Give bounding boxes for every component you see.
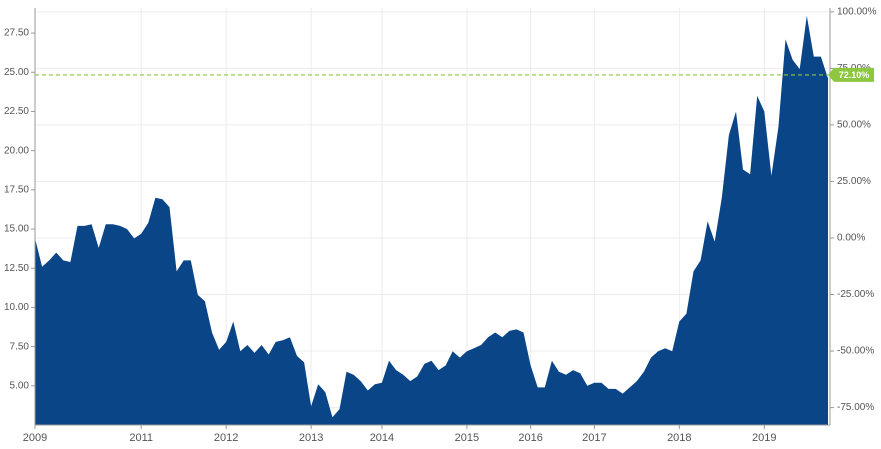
y2-tick-label: 0.00% [837, 233, 865, 244]
y2-tick-label: 100.00% [837, 6, 877, 17]
y-tick-label: 20.00 [4, 145, 29, 156]
x-tick-label: 2015 [455, 432, 479, 444]
x-tick-label: 2019 [752, 432, 776, 444]
reference-label: 72.10% [839, 70, 870, 80]
x-tick-label: 2017 [582, 432, 606, 444]
y2-tick-label: 25.00% [837, 176, 871, 187]
x-tick-label: 2011 [129, 432, 153, 444]
y-tick-label: 27.50 [4, 28, 29, 39]
reference-badge [828, 67, 874, 82]
x-tick-label: 2013 [299, 432, 323, 444]
x-tick-label: 2014 [370, 432, 394, 444]
y2-tick-label: -50.00% [837, 346, 874, 357]
y-tick-label: 25.00 [4, 67, 29, 78]
y-tick-label: 7.50 [10, 341, 30, 352]
x-tick-label: 2018 [667, 432, 691, 444]
y-tick-label: 5.00 [10, 380, 30, 391]
y-tick-label: 22.50 [4, 106, 29, 117]
area [35, 15, 828, 426]
x-tick-label: 2009 [23, 432, 47, 444]
y-tick-label: 10.00 [4, 302, 29, 313]
x-tick-label: 2016 [518, 432, 542, 444]
y2-tick-label: -75.00% [837, 402, 874, 413]
y-tick-label: 12.50 [4, 263, 29, 274]
y-tick-label: 15.00 [4, 224, 29, 235]
y2-tick-label: -25.00% [837, 289, 874, 300]
y2-tick-label: 50.00% [837, 120, 871, 131]
y-tick-label: 17.50 [4, 184, 29, 195]
x-tick-label: 2012 [214, 432, 238, 444]
